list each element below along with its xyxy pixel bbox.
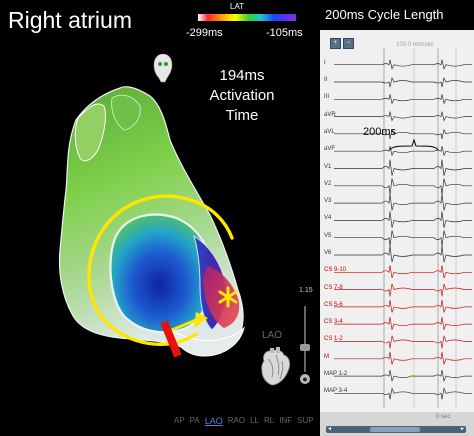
zoom-track[interactable]	[304, 306, 306, 372]
activation-time-annotation: 194ms Activation Time	[197, 66, 287, 126]
trace-ii	[334, 76, 472, 88]
lead-label: I	[324, 59, 326, 66]
trace-avf	[334, 146, 472, 157]
trace-map-3-4	[334, 387, 472, 400]
ecg-header: 200ms Cycle Length	[320, 0, 474, 30]
scroll-thumb[interactable]	[370, 427, 420, 432]
scroll-right-icon[interactable]: ▸	[460, 426, 464, 432]
orientation-label: LAO	[262, 330, 283, 341]
view-button-inf[interactable]: INF	[279, 416, 293, 425]
zoom-out-icon[interactable]: −	[343, 38, 354, 49]
cycle-length-title: 200ms Cycle Length	[325, 7, 444, 22]
interval-label: 200ms	[363, 126, 397, 138]
sweep-speed-label: 100.0 mm/sec	[396, 42, 434, 48]
lead-label: aVL	[324, 128, 335, 135]
lat-color-scale	[198, 14, 296, 21]
trace-v6	[334, 245, 472, 263]
head-orientation-icon[interactable]	[153, 53, 173, 83]
lead-label: MAP 3-4	[324, 388, 348, 395]
ecg-traces[interactable]	[320, 0, 474, 436]
trace-cs-3-4	[334, 317, 472, 330]
map-panel[interactable]: Right atrium LAT -299ms -105ms 194ms Act…	[0, 0, 318, 436]
asterisk-marker-icon	[218, 286, 238, 308]
chamber-title: Right atrium	[8, 7, 132, 33]
lead-label: III	[324, 94, 330, 101]
lead-label: M	[324, 353, 329, 360]
ecg-scrollbar[interactable]: ◂ ▸	[326, 426, 466, 433]
activation-line1: Activation	[209, 87, 275, 104]
view-button-sup[interactable]: SUP	[297, 416, 314, 425]
view-button-lao[interactable]: LAO	[204, 416, 223, 426]
trace-cs-7-8	[334, 283, 472, 297]
trace-avr	[334, 111, 472, 122]
view-button-pa[interactable]: PA	[189, 416, 200, 425]
trace-m	[334, 351, 472, 365]
view-button-rl[interactable]: RL	[264, 416, 275, 425]
view-button-ap[interactable]: AP	[174, 416, 185, 425]
trace-v1	[334, 159, 472, 176]
lead-label: II	[324, 77, 328, 83]
scroll-left-icon[interactable]: ◂	[327, 426, 331, 432]
zoom-slider[interactable]: ●	[298, 296, 312, 392]
trace-avl	[334, 128, 472, 139]
ecg-footer: 0 sec ◂ ▸	[320, 412, 474, 436]
lead-label: MAP 1-2	[324, 371, 348, 378]
arrowhead-icon	[194, 312, 208, 328]
atrial-appendage	[74, 103, 107, 162]
trace-v4	[334, 211, 472, 228]
lead-label: V5	[324, 232, 332, 239]
activation-time-value: 194ms	[219, 67, 265, 84]
lead-label: CS 3-4	[324, 319, 343, 326]
trace-v2	[334, 178, 472, 195]
lead-label: V4	[324, 215, 332, 222]
heart-orientation-icon[interactable]	[258, 347, 292, 387]
activation-line2: Time	[225, 107, 259, 124]
trace-cs-1-2	[334, 335, 472, 349]
circuit-tail-arrow	[170, 318, 198, 332]
early-activation-region	[203, 266, 240, 328]
anatomical-map[interactable]	[0, 0, 318, 436]
view-button-ll[interactable]: LL	[250, 416, 260, 425]
lat-legend-title: LAT	[230, 2, 245, 11]
lead-label: aVF	[324, 146, 336, 153]
zoom-in-icon[interactable]: +	[330, 38, 341, 49]
lead-label: V6	[324, 250, 332, 256]
appendage-highlight	[111, 94, 141, 131]
trace-i	[334, 59, 472, 70]
interval-bracket	[389, 138, 439, 151]
ablation-line	[160, 320, 182, 358]
lead-label: CS 9-10	[324, 267, 347, 274]
trace-v5	[334, 230, 472, 247]
trace-map-1-2	[334, 370, 472, 383]
lat-max-value: -105ms	[266, 27, 303, 39]
lower-rim	[169, 326, 245, 357]
trace-v3	[334, 194, 472, 211]
view-button-rao[interactable]: RAO	[227, 416, 246, 425]
lead-label: V1	[324, 163, 332, 170]
reentry-circuit-arrow	[87, 194, 234, 347]
lead-label: CS 5-6	[324, 301, 343, 308]
annotation-marker	[410, 374, 414, 378]
time-label: 0 sec	[436, 414, 451, 420]
ecg-panel: 200ms Cycle Length + − 100.0 mm/sec I II I…	[318, 0, 474, 436]
zoom-reset-icon[interactable]: ●	[300, 374, 310, 384]
lead-label: aVR	[324, 111, 336, 118]
trace-cs-9-10	[334, 265, 472, 279]
lead-label: V3	[324, 198, 332, 205]
trace-iii	[334, 94, 472, 105]
view-selector: AP PA LAO RAO LL RL INF SUP	[174, 414, 314, 428]
lat-min-value: -299ms	[186, 27, 223, 39]
trace-cs-5-6	[334, 299, 472, 313]
zoom-level-label: 1.15	[299, 287, 313, 294]
lead-label: CS 7-8	[324, 284, 343, 291]
lead-label: CS 1-2	[324, 336, 343, 343]
zoom-thumb[interactable]	[300, 344, 310, 351]
ecg-toolbar: + −	[330, 38, 354, 49]
lead-label: V2	[324, 180, 332, 187]
